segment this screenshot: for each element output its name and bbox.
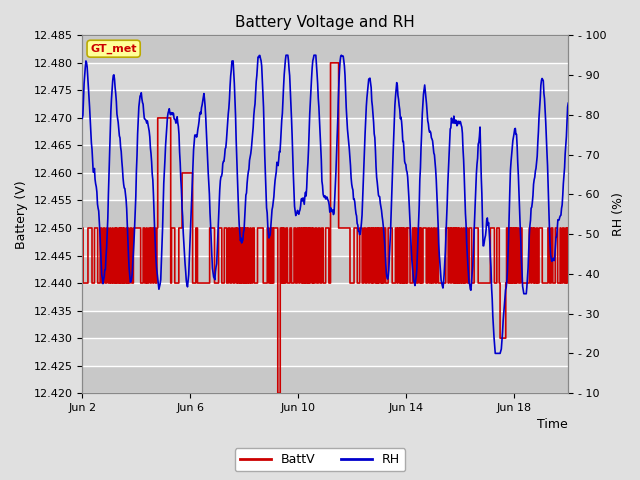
Bar — [83, 36, 568, 63]
Text: GT_met: GT_met — [90, 44, 137, 54]
Bar — [83, 338, 568, 366]
X-axis label: Time: Time — [538, 419, 568, 432]
Y-axis label: Battery (V): Battery (V) — [15, 180, 28, 249]
Bar — [83, 173, 568, 201]
Bar — [83, 145, 568, 173]
Title: Battery Voltage and RH: Battery Voltage and RH — [236, 15, 415, 30]
Bar — [83, 255, 568, 283]
Bar — [83, 366, 568, 393]
Bar — [83, 283, 568, 311]
Bar — [83, 90, 568, 118]
Bar — [83, 311, 568, 338]
Bar — [83, 118, 568, 145]
Bar — [83, 201, 568, 228]
Legend: BattV, RH: BattV, RH — [235, 448, 405, 471]
Bar — [83, 228, 568, 255]
Bar — [83, 63, 568, 90]
Y-axis label: RH (%): RH (%) — [612, 192, 625, 236]
